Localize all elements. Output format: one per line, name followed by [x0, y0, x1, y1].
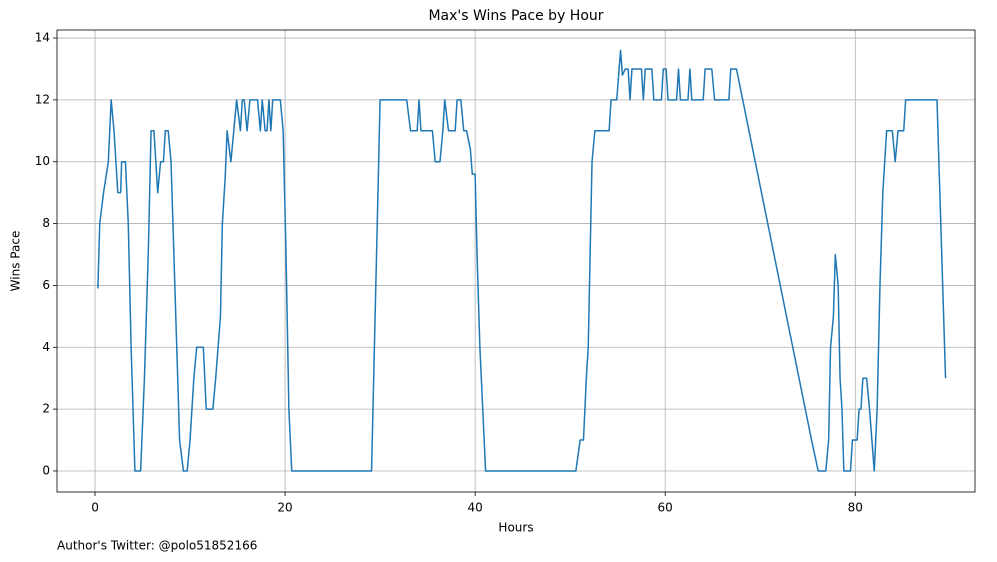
y-axis-label: Wins Pace — [9, 231, 23, 292]
data-line — [97, 49, 947, 472]
footnote: Author's Twitter: @polo51852166 — [57, 539, 257, 553]
x-axis-label: Hours — [498, 521, 533, 535]
y-tick-label: 8 — [42, 216, 50, 230]
x-tick-label: 60 — [658, 501, 673, 515]
x-tick-label: 20 — [277, 501, 292, 515]
y-tick-label: 14 — [35, 31, 50, 45]
x-tick-label: 80 — [848, 501, 863, 515]
y-tick-label: 4 — [42, 340, 50, 354]
x-tick-label: 0 — [91, 501, 99, 515]
plot-frame — [56, 29, 976, 493]
y-tick-label: 0 — [42, 463, 50, 477]
y-tick-label: 2 — [42, 402, 50, 416]
y-tick-label: 10 — [35, 154, 50, 168]
chart-title: Max's Wins Pace by Hour — [428, 8, 603, 24]
y-tick-label: 12 — [35, 92, 50, 106]
x-tick-label: 40 — [467, 501, 482, 515]
y-tick-label: 6 — [42, 278, 50, 292]
